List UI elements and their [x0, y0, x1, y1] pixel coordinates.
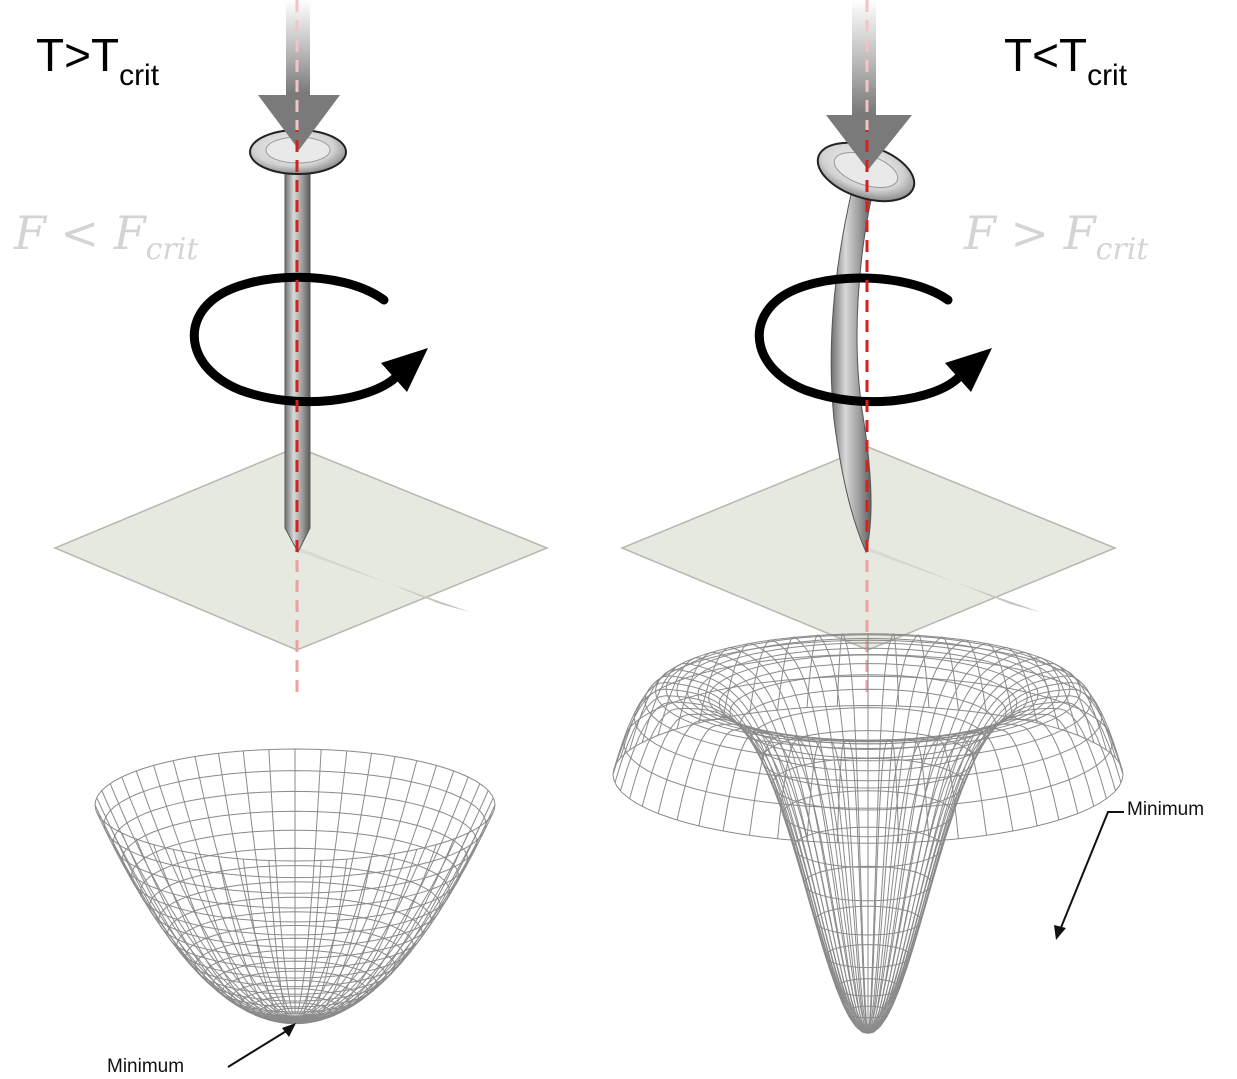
mesh-spoke: [867, 701, 1117, 1034]
right-force-label: F > Fcrit: [964, 210, 1148, 265]
mesh-spoke: [294, 760, 418, 1021]
mesh-spoke: [867, 642, 1014, 1034]
mesh-spoke: [698, 647, 869, 1034]
mesh-spoke: [294, 753, 372, 1021]
mesh-spoke: [294, 860, 322, 1025]
mesh-spoke: [172, 760, 296, 1021]
right-rotation-arrow: [754, 273, 992, 407]
mesh-spoke: [96, 797, 296, 1021]
mesh-spoke: [867, 675, 1117, 1034]
mesh-spoke: [836, 632, 869, 1034]
right-apparatus: [620, 0, 1117, 700]
mesh-spoke: [867, 657, 1079, 1034]
mesh-spoke: [194, 756, 296, 1021]
mesh-spoke: [294, 750, 348, 1021]
mesh-spoke: [242, 750, 296, 1021]
mesh-spoke: [294, 770, 455, 1021]
left-minimum-pointer: [227, 1023, 296, 1068]
mesh-spoke: [101, 790, 296, 1021]
mesh-spoke: [867, 632, 900, 1034]
mesh-spoke: [268, 749, 296, 1021]
right-temperature-label: T<Tcrit: [1004, 32, 1127, 91]
mesh-spoke: [722, 642, 869, 1034]
left-force-base: F < F: [14, 206, 146, 260]
right-force-arrow: [826, 0, 912, 170]
mesh-spoke: [629, 669, 869, 1034]
mesh-spoke: [294, 853, 396, 1024]
left-force-label: F < Fcrit: [14, 210, 198, 265]
right-force-base: F > F: [964, 206, 1096, 260]
mesh-spoke: [867, 669, 1107, 1034]
mesh-spoke: [218, 753, 296, 1021]
mesh-spoke: [657, 657, 869, 1034]
left-apparatus: [53, 0, 549, 700]
mesh-spoke: [153, 765, 296, 1021]
right-temperature-base: T<T: [1004, 29, 1088, 81]
mesh-spoke: [619, 675, 869, 1034]
right-force-sub: crit: [1095, 232, 1149, 267]
mesh-spoke: [867, 662, 1095, 1034]
mesh-spoke: [867, 708, 1107, 1034]
left-temperature-base: T>T: [36, 29, 120, 81]
mesh-spoke: [294, 797, 494, 1021]
mesh-spoke: [867, 634, 930, 1034]
mesh-spoke: [94, 804, 296, 1021]
left-temperature-label: T>Tcrit: [36, 32, 159, 91]
mesh-spoke: [101, 819, 296, 1021]
mesh-spoke: [619, 701, 869, 1034]
mesh-spoke: [867, 738, 930, 1034]
mesh-spoke: [867, 636, 959, 1034]
mesh-spoke: [749, 734, 869, 1034]
mesh-spoke: [294, 790, 489, 1021]
mesh-spoke: [96, 812, 295, 1021]
left-minimum-label: Minimum: [107, 1056, 185, 1077]
mesh-spoke: [294, 765, 437, 1021]
mesh-spoke: [109, 826, 296, 1022]
mesh-spoke: [294, 749, 322, 1021]
mesh-spoke: [867, 647, 1038, 1034]
mesh-spoke: [867, 734, 987, 1034]
mesh-spoke: [777, 636, 869, 1034]
mesh-spoke: [867, 639, 987, 1034]
mesh-spoke: [294, 826, 481, 1022]
right-temperature-sub: crit: [1087, 59, 1128, 92]
right-minimum-pointer: [1054, 811, 1124, 940]
mesh-spoke: [294, 804, 496, 1021]
right-minimum-label: Minimum: [1127, 799, 1205, 820]
mesh-spoke: [294, 856, 372, 1024]
mesh-spoke: [294, 783, 481, 1021]
mesh-spoke: [121, 776, 296, 1021]
mesh-spoke: [109, 783, 296, 1021]
left-force-arrow: [258, 0, 340, 150]
mesh-spoke: [867, 651, 1060, 1034]
mesh-spoke: [135, 770, 296, 1021]
mesh-spoke: [867, 681, 1122, 1034]
mesh-spoke: [612, 688, 869, 1034]
mesh-spoke: [614, 681, 869, 1034]
mesh-spoke: [294, 776, 469, 1021]
mesh-spoke: [294, 756, 396, 1021]
mesh-spoke: [836, 739, 869, 1034]
mesh-spoke: [641, 662, 869, 1034]
left-rotation-arrow: [189, 272, 428, 407]
mesh-spoke: [867, 739, 900, 1034]
left-temperature-sub: crit: [119, 59, 160, 92]
left-potential-well: [94, 748, 496, 1025]
mesh-spoke: [806, 738, 869, 1034]
mesh-spoke: [676, 651, 869, 1034]
left-force-sub: crit: [145, 232, 199, 267]
mesh-spoke: [749, 639, 869, 1034]
right-potential-mexican-hat: [612, 632, 1124, 1034]
